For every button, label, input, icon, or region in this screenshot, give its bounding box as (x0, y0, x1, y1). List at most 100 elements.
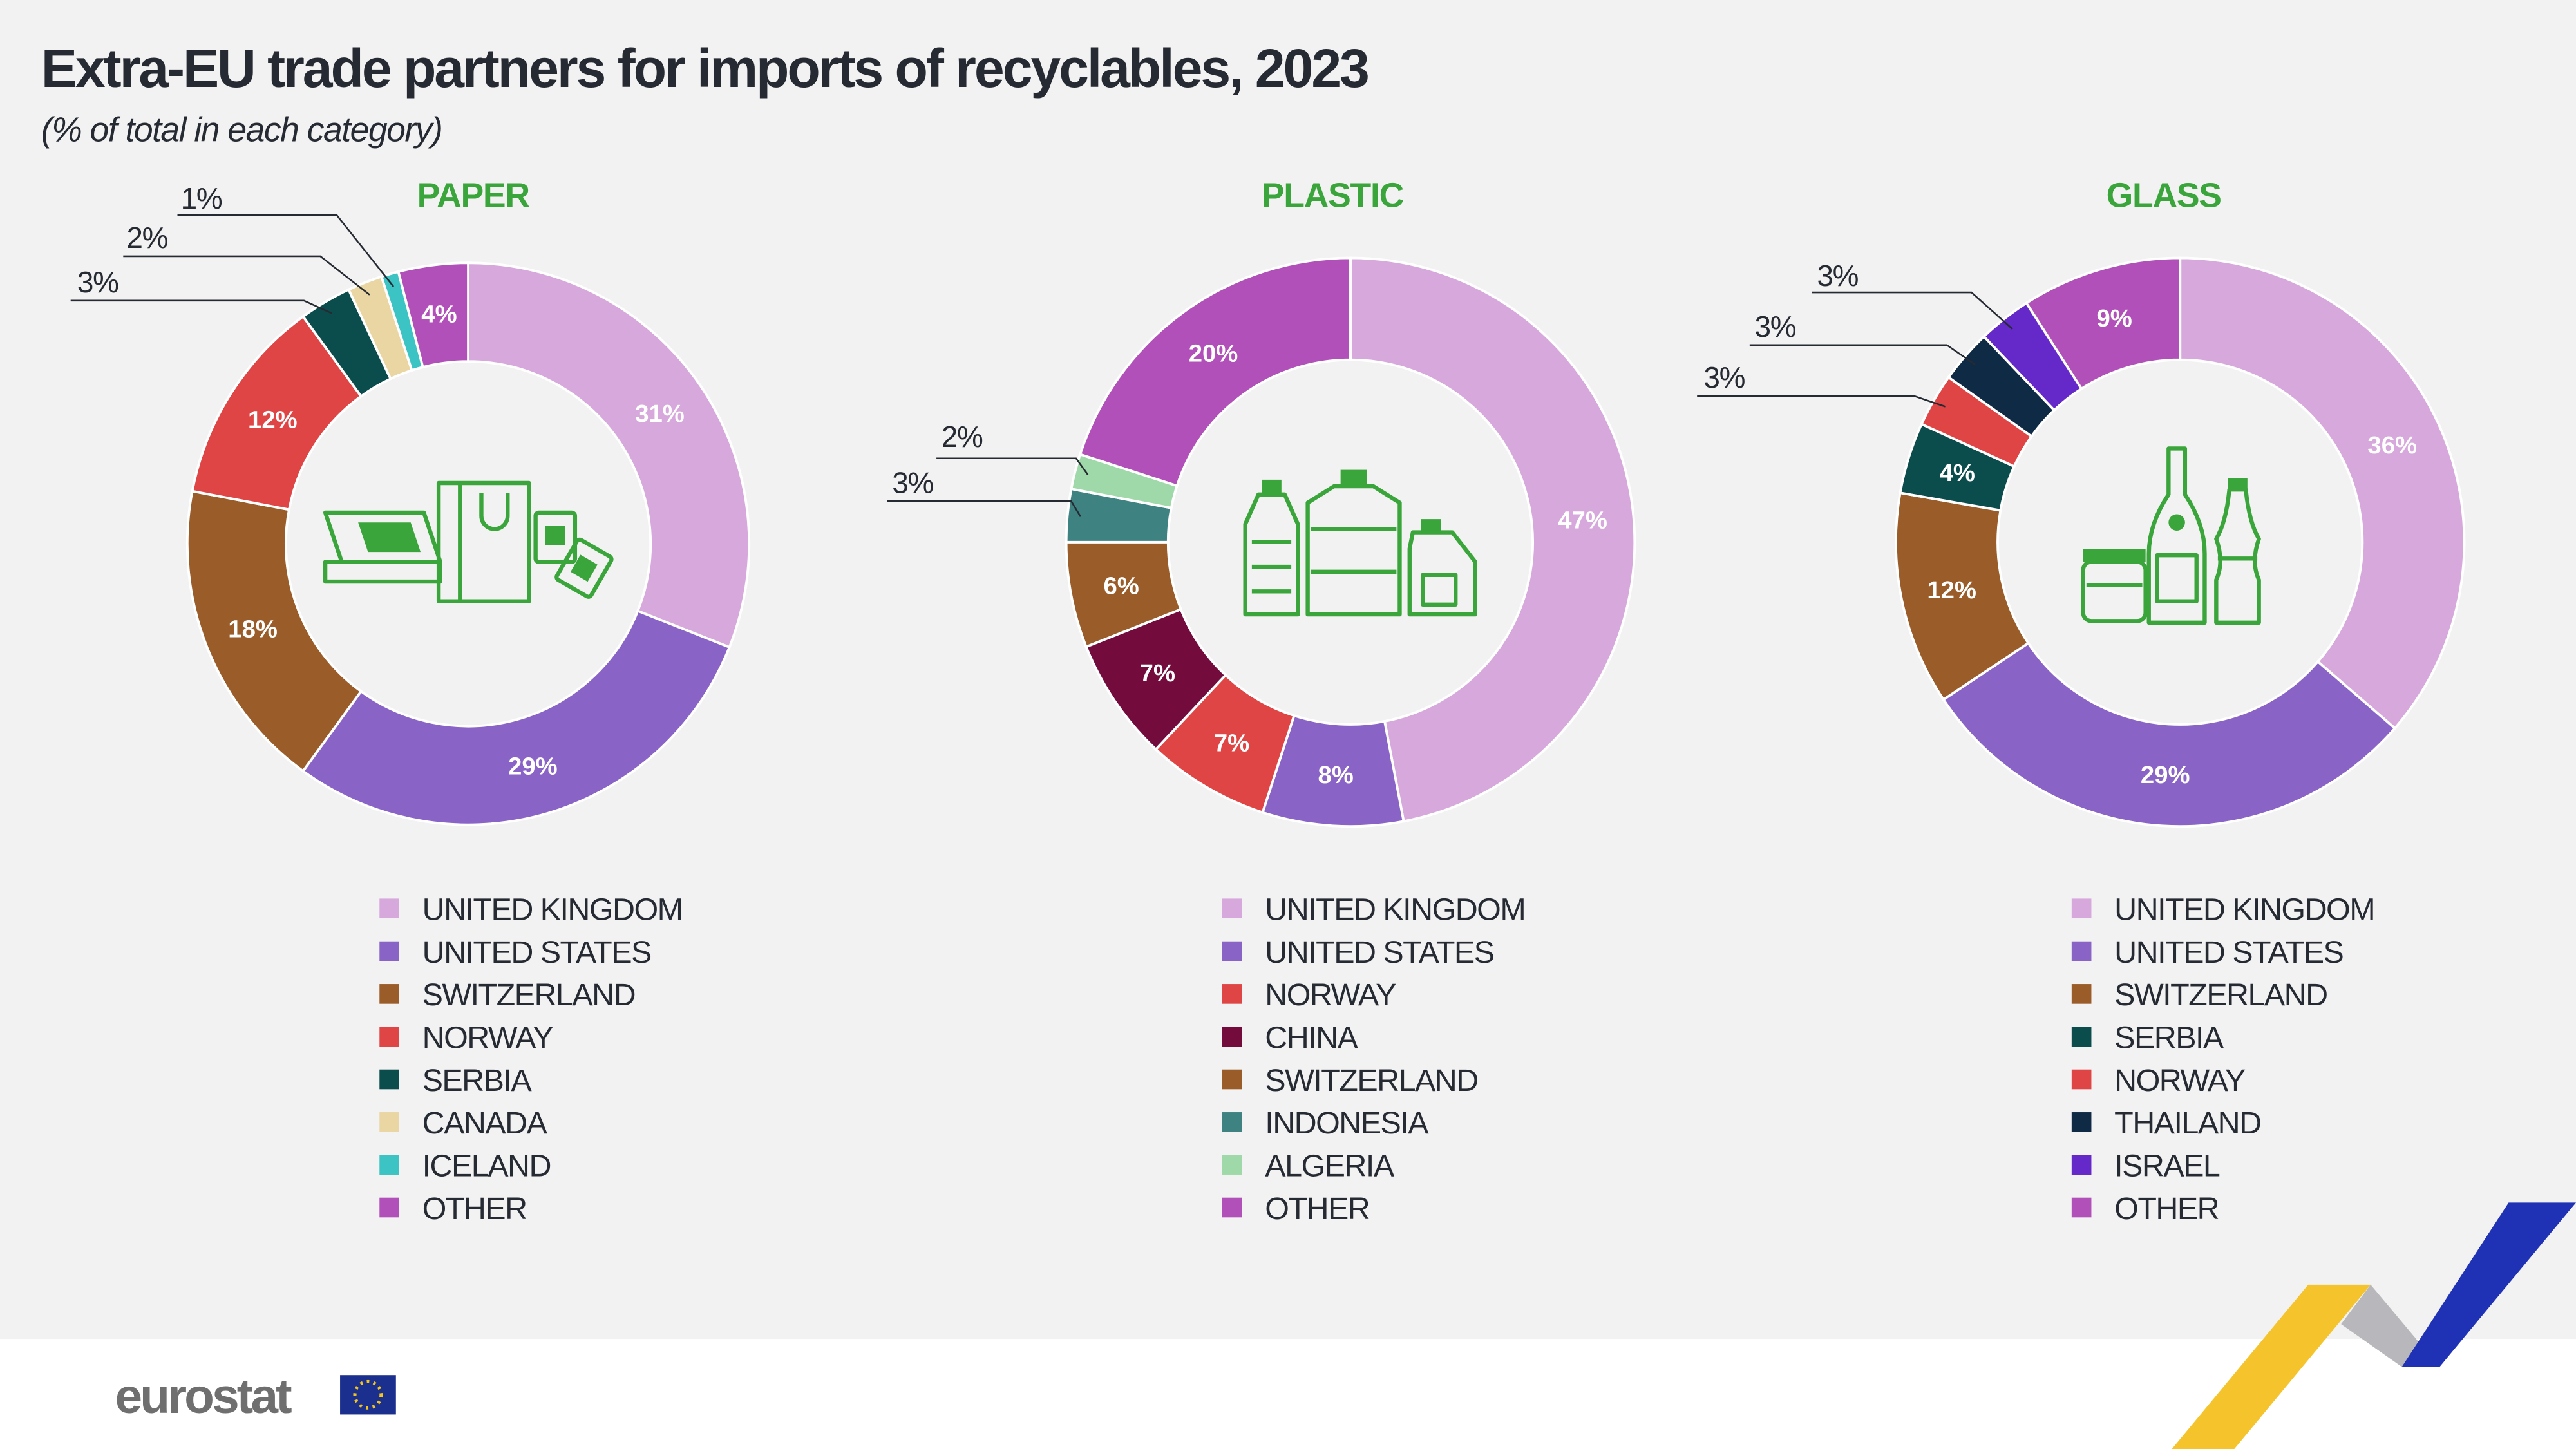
charts: PAPER 31% UNITED KINGDOM 29% UNITED STATES 18… (70, 176, 2466, 1226)
legend-item: NORWAY (2071, 1063, 2246, 1098)
legend-item: UNITED KINGDOM (2071, 893, 2376, 927)
legend-label: UNITED KINGDOM (1265, 893, 1525, 927)
legend-label: OTHER (2114, 1191, 2219, 1226)
data-label: 18% (228, 616, 278, 643)
slice-united-states (301, 609, 732, 826)
legend-item: CHINA (1222, 1021, 1359, 1056)
leader-line (1697, 395, 1946, 408)
legend-swatch (379, 941, 399, 961)
legend-swatch (379, 1069, 399, 1090)
chart-title: PAPER (417, 176, 530, 214)
leader-line (123, 255, 370, 296)
background (0, 0, 2576, 1339)
data-label: 6% (1103, 572, 1139, 600)
legend-swatch (1222, 1155, 1242, 1175)
donut-chart-glass: GLASS 36% UNITED KINGDOM 29% UNITED STATES 12… (1697, 176, 2466, 1226)
legend-label: SERBIA (422, 1063, 533, 1098)
data-label: 3% (1754, 310, 1795, 343)
data-label: 29% (2141, 761, 2190, 789)
decorative-stripes (2172, 1202, 2576, 1449)
data-label: 7% (1214, 729, 1249, 757)
data-label: 12% (1927, 576, 1976, 604)
legend-item: THAILAND (2071, 1106, 2262, 1141)
legend-item: SERBIA (379, 1063, 533, 1098)
leader-line (177, 214, 395, 287)
chart-title: GLASS (2107, 176, 2221, 214)
data-label: 1% (181, 182, 222, 215)
legend-label: UNITED KINGDOM (2114, 893, 2374, 927)
data-label: 3% (1703, 361, 1745, 394)
legend-swatch (379, 1197, 399, 1218)
eurostat-logo: eurostat (115, 1369, 292, 1424)
legend-label: SWITZERLAND (2114, 978, 2327, 1012)
data-label: 7% (1140, 659, 1175, 687)
legend-swatch (1222, 1027, 1242, 1046)
data-label: 2% (126, 221, 167, 254)
legend-swatch (379, 1027, 399, 1046)
legend-item: UNITED STATES (2071, 935, 2344, 970)
data-label: 29% (508, 753, 558, 781)
leader-line (936, 457, 1089, 475)
legend-item: SWITZERLAND (379, 978, 636, 1012)
legend-swatch (1222, 941, 1242, 961)
legend-swatch (379, 1155, 399, 1175)
slice-other (397, 261, 469, 369)
legend-label: CANADA (422, 1106, 548, 1141)
legend-swatch (2071, 984, 2092, 1004)
leader-line (1812, 291, 2013, 330)
legend-item: SERBIA (2071, 1021, 2225, 1056)
legend-swatch (2071, 1069, 2092, 1090)
page-subtitle: (% of total in each category) (41, 111, 442, 149)
legend-swatch (1222, 1197, 1242, 1218)
legend-label: SWITZERLAND (1265, 1063, 1477, 1098)
legend-label: INDONESIA (1265, 1106, 1429, 1141)
legend-swatch (379, 1112, 399, 1132)
legend-item: OTHER (2071, 1191, 2220, 1226)
page-title: Extra-EU trade partners for imports of r… (41, 38, 1368, 99)
legend-label: SERBIA (2114, 1021, 2224, 1056)
legend-item: UNITED KINGDOM (379, 893, 683, 927)
legend-item: OTHER (379, 1191, 527, 1226)
legend-item: SWITZERLAND (2071, 978, 2328, 1012)
data-label: 4% (1940, 459, 1975, 487)
legend-swatch (2071, 1155, 2092, 1175)
legend-label: SWITZERLAND (422, 978, 635, 1012)
legend-item: NORWAY (1222, 978, 1397, 1012)
legend-label: UNITED KINGDOM (422, 893, 683, 927)
slice-united-kingdom (2179, 256, 2466, 730)
donut-chart-paper: PAPER 31% UNITED KINGDOM 29% UNITED STATES 18… (70, 176, 751, 1226)
legend-item: OTHER (1222, 1191, 1370, 1226)
slice-other (1078, 256, 1352, 488)
data-label: 3% (77, 265, 118, 299)
plastic-bottles-icon (1243, 469, 1478, 617)
data-label: 31% (635, 400, 685, 428)
legend-label: ALGERIA (1265, 1149, 1395, 1184)
legend-item: UNITED STATES (379, 935, 652, 970)
legend-swatch (2071, 898, 2092, 919)
legend-swatch (2071, 1197, 2092, 1218)
paper-products-icon (323, 480, 614, 603)
legend-swatch (379, 984, 399, 1004)
legend-item: SWITZERLAND (1222, 1063, 1479, 1098)
data-label: 9% (2096, 305, 2132, 332)
footer-band (0, 1339, 2576, 1449)
legend-label: UNITED STATES (1265, 935, 1493, 970)
data-label: 20% (1189, 340, 1238, 368)
legend-swatch (2071, 1112, 2092, 1132)
leader-line (70, 299, 332, 314)
slice-united-kingdom (1349, 256, 1636, 823)
data-label: 12% (248, 406, 298, 433)
data-label: 4% (421, 300, 457, 328)
legend-swatch (379, 898, 399, 919)
legend-label: ICELAND (422, 1149, 551, 1184)
legend-swatch (1222, 984, 1242, 1004)
legend-swatch (1222, 898, 1242, 919)
legend-label: NORWAY (1265, 978, 1396, 1012)
data-label: 47% (1558, 507, 1607, 535)
legend-item: NORWAY (379, 1021, 554, 1056)
legend-item: ALGERIA (1222, 1149, 1396, 1184)
legend-label: CHINA (1265, 1021, 1358, 1056)
data-label: 36% (2367, 431, 2417, 459)
data-label: 3% (892, 466, 933, 499)
donut-chart-plastic: PLASTIC 47% UNITED KINGDOM 8% UNITED STATES 7… (887, 176, 1636, 1226)
